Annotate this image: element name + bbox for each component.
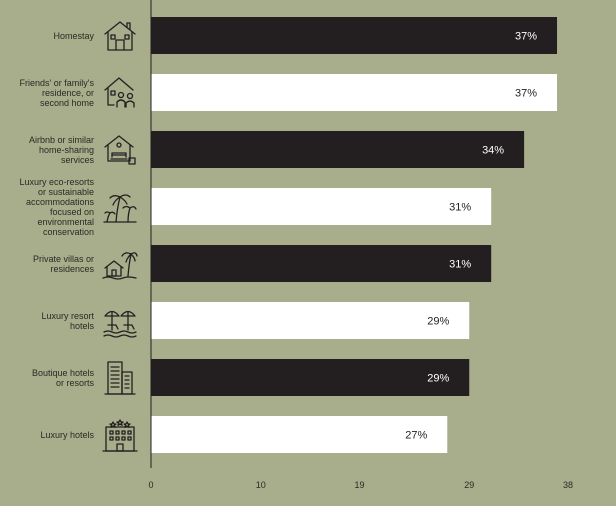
city-building-icon bbox=[102, 360, 138, 396]
data-label: 27% bbox=[405, 430, 427, 442]
category-label: Private villas or residences bbox=[4, 254, 94, 274]
bar bbox=[151, 74, 558, 111]
palm-trees-icon bbox=[102, 189, 138, 225]
category-label-line: Luxury resort bbox=[41, 310, 94, 321]
category-label-line: Airbnb or similar bbox=[28, 134, 94, 145]
category-label-line: Luxury eco-resorts bbox=[19, 176, 94, 187]
category-label-line: hotels bbox=[69, 320, 94, 331]
rental-home-icon bbox=[102, 132, 138, 168]
category-label-line: residences bbox=[50, 263, 94, 274]
category-label-line: Friends' or family's bbox=[19, 77, 94, 88]
data-label: 31% bbox=[449, 259, 471, 271]
data-label: 29% bbox=[427, 316, 449, 328]
bar bbox=[151, 302, 470, 339]
x-tick-label: 0 bbox=[148, 480, 153, 490]
x-tick-label: 19 bbox=[354, 480, 364, 490]
x-tick-label: 10 bbox=[256, 480, 266, 490]
category-label: Luxury eco-resorts or sustainable accommod… bbox=[4, 177, 94, 237]
category-label: Luxury resort hotels bbox=[4, 311, 94, 331]
category-label-line: or sustainable bbox=[37, 186, 94, 197]
data-label: 31% bbox=[449, 202, 471, 214]
category-label-line: or resorts bbox=[55, 377, 94, 388]
category-label: Airbnb or similar home-sharing services bbox=[4, 135, 94, 165]
house-icon bbox=[102, 18, 138, 54]
data-label: 37% bbox=[515, 31, 537, 43]
category-label-line: accommodations bbox=[25, 196, 94, 207]
category-label-line: conservation bbox=[42, 226, 94, 237]
category-label-line: Homestay bbox=[53, 30, 94, 41]
category-label-line: Boutique hotels bbox=[31, 367, 94, 378]
bar bbox=[151, 188, 492, 225]
category-label: Boutique hotels or resorts bbox=[4, 368, 94, 388]
data-label: 37% bbox=[515, 88, 537, 100]
category-label-line: second home bbox=[39, 97, 94, 108]
hotel-building-icon bbox=[102, 417, 138, 453]
beach-umbrella-icon bbox=[102, 303, 138, 339]
bar bbox=[151, 17, 558, 54]
category-label: Luxury hotels bbox=[4, 430, 94, 440]
category-label-line: residence, or bbox=[41, 87, 94, 98]
category-label-line: services bbox=[60, 154, 94, 165]
x-tick-label: 38 bbox=[563, 480, 573, 490]
category-label-line: home-sharing bbox=[38, 144, 94, 155]
bar bbox=[151, 245, 492, 282]
bar bbox=[151, 416, 448, 453]
category-label: Homestay bbox=[4, 31, 94, 41]
bar bbox=[151, 131, 525, 168]
category-label-line: Private villas or bbox=[32, 253, 94, 264]
category-label-line: environmental bbox=[37, 216, 94, 227]
x-tick-label: 29 bbox=[464, 480, 474, 490]
data-label: 29% bbox=[427, 373, 449, 385]
category-label: Friends' or family's residence, or second … bbox=[4, 78, 94, 108]
category-label-line: Luxury hotels bbox=[40, 429, 94, 440]
villa-palm-icon bbox=[102, 246, 138, 282]
bar bbox=[151, 359, 470, 396]
category-label-line: focused on bbox=[49, 206, 94, 217]
family-home-icon bbox=[102, 75, 138, 111]
data-label: 34% bbox=[482, 145, 504, 157]
